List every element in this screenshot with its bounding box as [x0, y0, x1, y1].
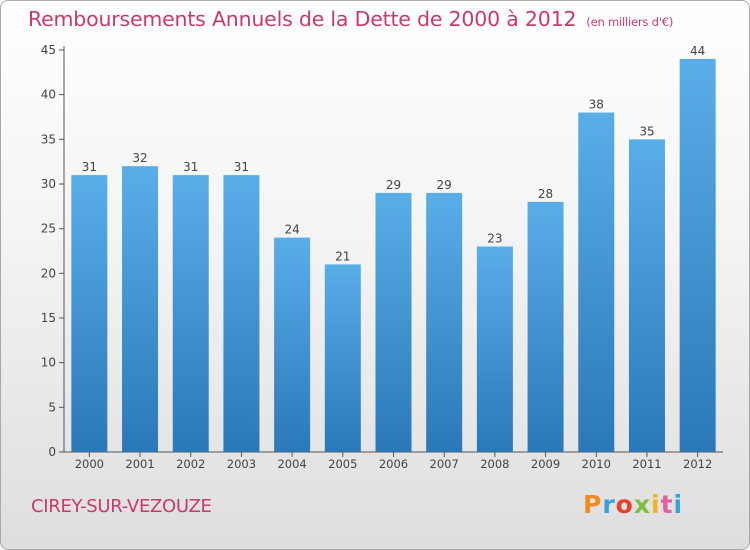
data-label: 28	[538, 187, 553, 201]
y-tick-label: 25	[41, 222, 56, 236]
data-label: 35	[639, 124, 654, 138]
x-tick-label: 2005	[328, 457, 357, 471]
logo-letter: t	[660, 490, 674, 519]
x-tick-label: 2004	[277, 457, 306, 471]
bar	[122, 166, 159, 452]
y-tick-label: 45	[41, 43, 56, 57]
data-label: 31	[183, 160, 198, 174]
x-tick-label: 2011	[632, 457, 661, 471]
x-tick-label: 2012	[683, 457, 712, 471]
x-tick-label: 2003	[227, 457, 256, 471]
proxiti-logo: Proxiti	[583, 490, 683, 519]
chart-unit: (en milliers d'€)	[586, 15, 674, 29]
bar	[223, 175, 260, 453]
x-tick-label: 2001	[125, 457, 154, 471]
logo-letter: r	[602, 490, 616, 519]
y-tick-label: 0	[48, 445, 56, 459]
bar	[71, 175, 108, 453]
y-tick-label: 10	[41, 356, 56, 370]
bar	[578, 112, 615, 453]
chart-title: Remboursements Annuels de la Dette de 20…	[28, 7, 673, 31]
bar	[628, 139, 665, 453]
x-tick-label: 2009	[531, 457, 560, 471]
x-tick-label: 2007	[430, 457, 459, 471]
y-tick-label: 40	[41, 88, 56, 102]
data-label: 32	[132, 151, 147, 165]
y-tick-label: 35	[41, 132, 56, 146]
data-label: 23	[487, 232, 502, 246]
data-label: 44	[690, 44, 705, 58]
data-label: 31	[234, 160, 249, 174]
x-tick-label: 2010	[582, 457, 611, 471]
x-tick-label: 2008	[480, 457, 509, 471]
data-label: 21	[335, 249, 350, 263]
bar	[375, 192, 412, 452]
logo-letter: i	[651, 490, 661, 519]
logo-letter: P	[583, 490, 603, 519]
x-tick-label: 2006	[379, 457, 408, 471]
bar	[172, 175, 209, 453]
y-tick-label: 15	[41, 311, 56, 325]
bar	[476, 246, 513, 452]
x-tick-label: 2002	[176, 457, 205, 471]
data-label: 38	[589, 98, 604, 112]
chart-title-text: Remboursements Annuels de la Dette de 20…	[28, 7, 577, 31]
data-label: 29	[437, 178, 452, 192]
data-label: 24	[284, 223, 299, 237]
x-tick-label: 2000	[75, 457, 104, 471]
commune-name: CIREY-SUR-VEZOUZE	[31, 496, 212, 517]
y-tick-label: 5	[48, 400, 56, 414]
y-tick-label: 30	[41, 177, 56, 191]
bar	[679, 58, 716, 452]
logo-letter: o	[615, 490, 634, 519]
logo-letter: x	[633, 490, 651, 519]
logo-letter: i	[673, 490, 684, 519]
bar	[324, 264, 361, 452]
bar	[274, 237, 311, 452]
data-label: 31	[82, 160, 97, 174]
y-tick-label: 20	[41, 266, 56, 280]
bar	[527, 201, 564, 452]
data-label: 29	[386, 178, 401, 192]
bar	[426, 192, 463, 452]
